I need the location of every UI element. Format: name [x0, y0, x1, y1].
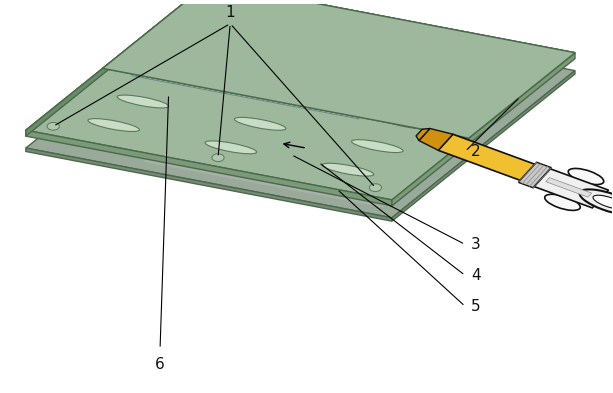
Ellipse shape	[579, 189, 613, 215]
Polygon shape	[416, 129, 430, 141]
Polygon shape	[383, 143, 456, 204]
Polygon shape	[26, 68, 103, 136]
Polygon shape	[153, 84, 160, 91]
Polygon shape	[103, 0, 575, 138]
Polygon shape	[68, 128, 295, 176]
Polygon shape	[205, 143, 242, 153]
Polygon shape	[308, 138, 345, 173]
Polygon shape	[26, 1, 575, 218]
Circle shape	[534, 51, 546, 59]
Polygon shape	[245, 155, 308, 173]
Ellipse shape	[230, 4, 282, 17]
Text: 1: 1	[226, 5, 235, 20]
Polygon shape	[145, 159, 383, 207]
Polygon shape	[145, 156, 383, 204]
Ellipse shape	[205, 141, 257, 154]
Ellipse shape	[593, 195, 613, 209]
Polygon shape	[245, 126, 345, 167]
Polygon shape	[392, 53, 575, 206]
Ellipse shape	[322, 163, 374, 176]
Polygon shape	[117, 97, 154, 107]
Polygon shape	[546, 178, 592, 197]
Polygon shape	[132, 74, 359, 119]
Ellipse shape	[234, 118, 286, 130]
Polygon shape	[383, 145, 456, 207]
Polygon shape	[68, 77, 359, 171]
Ellipse shape	[117, 95, 169, 108]
Circle shape	[269, 150, 276, 154]
Text: 3: 3	[471, 237, 481, 252]
Polygon shape	[110, 111, 147, 121]
Ellipse shape	[545, 194, 581, 210]
Polygon shape	[205, 114, 242, 124]
Ellipse shape	[440, 69, 491, 82]
Circle shape	[370, 184, 381, 191]
Polygon shape	[251, 103, 259, 109]
Polygon shape	[103, 0, 575, 138]
Ellipse shape	[348, 26, 400, 39]
Polygon shape	[26, 130, 392, 206]
Polygon shape	[205, 129, 242, 139]
Circle shape	[376, 21, 389, 29]
Polygon shape	[419, 129, 453, 150]
Ellipse shape	[88, 119, 139, 132]
Ellipse shape	[465, 48, 517, 61]
Ellipse shape	[351, 140, 403, 152]
Ellipse shape	[293, 70, 345, 83]
Polygon shape	[438, 134, 535, 180]
Polygon shape	[519, 162, 552, 188]
Polygon shape	[392, 71, 575, 221]
Polygon shape	[227, 98, 234, 105]
Polygon shape	[126, 0, 374, 81]
Polygon shape	[26, 0, 209, 136]
Polygon shape	[128, 79, 135, 86]
Ellipse shape	[264, 94, 315, 107]
Polygon shape	[26, 148, 392, 221]
Circle shape	[129, 56, 142, 64]
Polygon shape	[102, 124, 140, 134]
Circle shape	[452, 118, 464, 125]
Circle shape	[183, 128, 191, 133]
Ellipse shape	[147, 72, 198, 84]
Polygon shape	[26, 0, 575, 200]
Ellipse shape	[176, 48, 227, 61]
Polygon shape	[202, 94, 210, 100]
Text: 6: 6	[155, 357, 165, 372]
Polygon shape	[178, 89, 185, 95]
Polygon shape	[145, 97, 456, 202]
Polygon shape	[68, 128, 295, 176]
Ellipse shape	[568, 169, 604, 185]
Ellipse shape	[322, 47, 374, 60]
Polygon shape	[300, 112, 308, 119]
Circle shape	[212, 154, 224, 162]
Text: 5: 5	[471, 299, 481, 314]
Polygon shape	[145, 100, 456, 204]
Circle shape	[47, 122, 59, 130]
Ellipse shape	[410, 93, 462, 105]
Ellipse shape	[381, 116, 432, 129]
Polygon shape	[534, 169, 609, 208]
Polygon shape	[124, 84, 162, 94]
Ellipse shape	[205, 24, 257, 37]
Text: 4: 4	[471, 268, 481, 283]
Polygon shape	[276, 108, 283, 114]
Text: 2: 2	[471, 144, 481, 159]
